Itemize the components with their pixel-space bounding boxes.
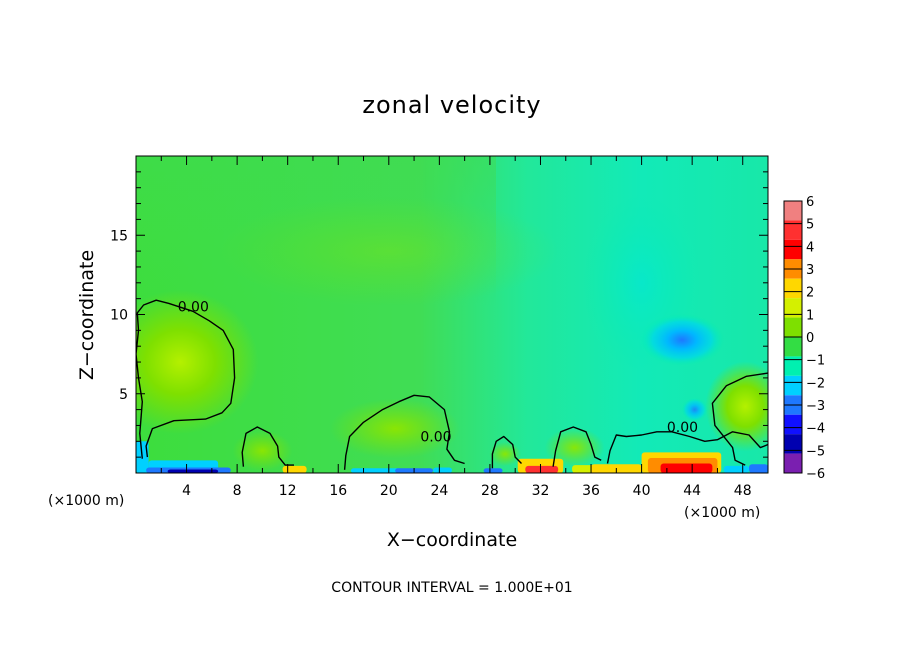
surface-band-3: [167, 469, 219, 473]
surface-band-16: [723, 465, 750, 473]
surface-band-8: [483, 468, 503, 473]
colorbar-swatch-8: [784, 356, 802, 376]
colorbar-swatch-12: [784, 434, 802, 454]
colorbar-swatch-11: [784, 414, 802, 435]
colorbar-label-6: 0: [806, 331, 814, 346]
x-tick-label-16: 16: [329, 483, 347, 499]
colorbar-label-1: 5: [806, 218, 814, 233]
contour-label-2: 0.00: [667, 420, 698, 436]
zero-contour-5: [606, 431, 768, 464]
colorbar: 6 5 4 3 2 1 0 −1 −2 −3 −4 −5 −6: [783, 195, 825, 482]
colorbar-label-0: 6: [806, 195, 814, 210]
x-tick-label-36: 36: [582, 483, 600, 499]
colorbar-swatch-1: [784, 220, 802, 240]
y-tick-label-15: 15: [110, 228, 128, 244]
colorbar-swatch-4: [784, 278, 802, 299]
contour-label-1: 0.00: [420, 429, 451, 445]
field-positive-10km: [232, 430, 293, 471]
field-positive-mid: [330, 398, 461, 459]
x-tick-label-8: 8: [233, 483, 242, 499]
colorbar-label-12: −6: [806, 467, 825, 482]
field-negative-core: [640, 313, 725, 366]
x-tick-label-24: 24: [430, 483, 448, 499]
x-tick-label-4: 4: [182, 483, 191, 499]
colorbar-swatch-13: [784, 453, 802, 473]
y-tick-label-10: 10: [110, 308, 128, 324]
x-tick-label-48: 48: [734, 483, 752, 499]
field-upper-green: [218, 196, 559, 307]
zero-contour-6: [711, 372, 768, 466]
field-negative-small: [681, 397, 708, 422]
contour-label-0: 0.00: [178, 299, 209, 315]
x-tick-label-44: 44: [683, 483, 701, 499]
zero-contour-lines: 0.00 0.00 0.00: [136, 299, 768, 470]
colorbar-swatch-2: [784, 239, 802, 260]
x-tick-label-28: 28: [481, 483, 499, 499]
colorbar-label-8: −2: [806, 376, 825, 391]
y-axis-label: Z−coordinate: [76, 250, 98, 380]
zero-contour-3: [491, 435, 522, 469]
x-units-note: (×1000 m): [684, 505, 760, 521]
colorbar-label-4: 2: [806, 286, 814, 301]
colorbar-swatch-7: [784, 337, 802, 357]
x-tick-label-32: 32: [532, 483, 550, 499]
colorbar-swatch-9: [784, 375, 802, 396]
surface-band-17: [749, 464, 768, 473]
x-tick-label-20: 20: [380, 483, 398, 499]
colorbar-label-7: −1: [806, 354, 825, 369]
field-positive-right: [705, 361, 768, 452]
contour-interval-note: CONTOUR INTERVAL = 1.000E+01: [331, 580, 572, 596]
x-axis-label: X−coordinate: [387, 529, 517, 551]
colorbar-swatch-6: [784, 317, 802, 337]
colorbar-label-11: −5: [806, 444, 825, 459]
zero-contour-1: [241, 426, 294, 467]
zero-contour-0: [136, 299, 236, 459]
surface-band-10: [525, 465, 559, 473]
x-axis: 4 8 12 16 20 24 28 32 36 40 44 48: [160, 156, 752, 499]
y-tick-label-5: 5: [119, 387, 128, 403]
chart-title: zonal velocity: [362, 91, 541, 119]
x-tick-label-12: 12: [279, 483, 297, 499]
colorbar-swatch-5: [784, 298, 802, 318]
colorbar-label-2: 4: [806, 240, 814, 255]
surface-band-4: [282, 465, 307, 473]
surface-band-5: [350, 468, 402, 473]
surface-band-15: [660, 463, 713, 473]
colorbar-label-5: 1: [806, 308, 814, 323]
z-units-note: (×1000 m): [48, 493, 124, 509]
x-tick-label-40: 40: [633, 483, 651, 499]
zero-contour-2: [343, 394, 465, 470]
colorbar-swatch-0: [784, 201, 802, 221]
field-positive-29km: [489, 441, 522, 466]
field-positive-left: [136, 290, 259, 435]
surface-band-7: [433, 467, 452, 473]
colorbar-label-9: −3: [806, 399, 825, 414]
zero-contour-4: [552, 426, 602, 467]
colorbar-label-10: −4: [806, 422, 825, 437]
y-axis: 5 10 15: [110, 171, 768, 458]
colorbar-label-3: 3: [806, 263, 814, 278]
